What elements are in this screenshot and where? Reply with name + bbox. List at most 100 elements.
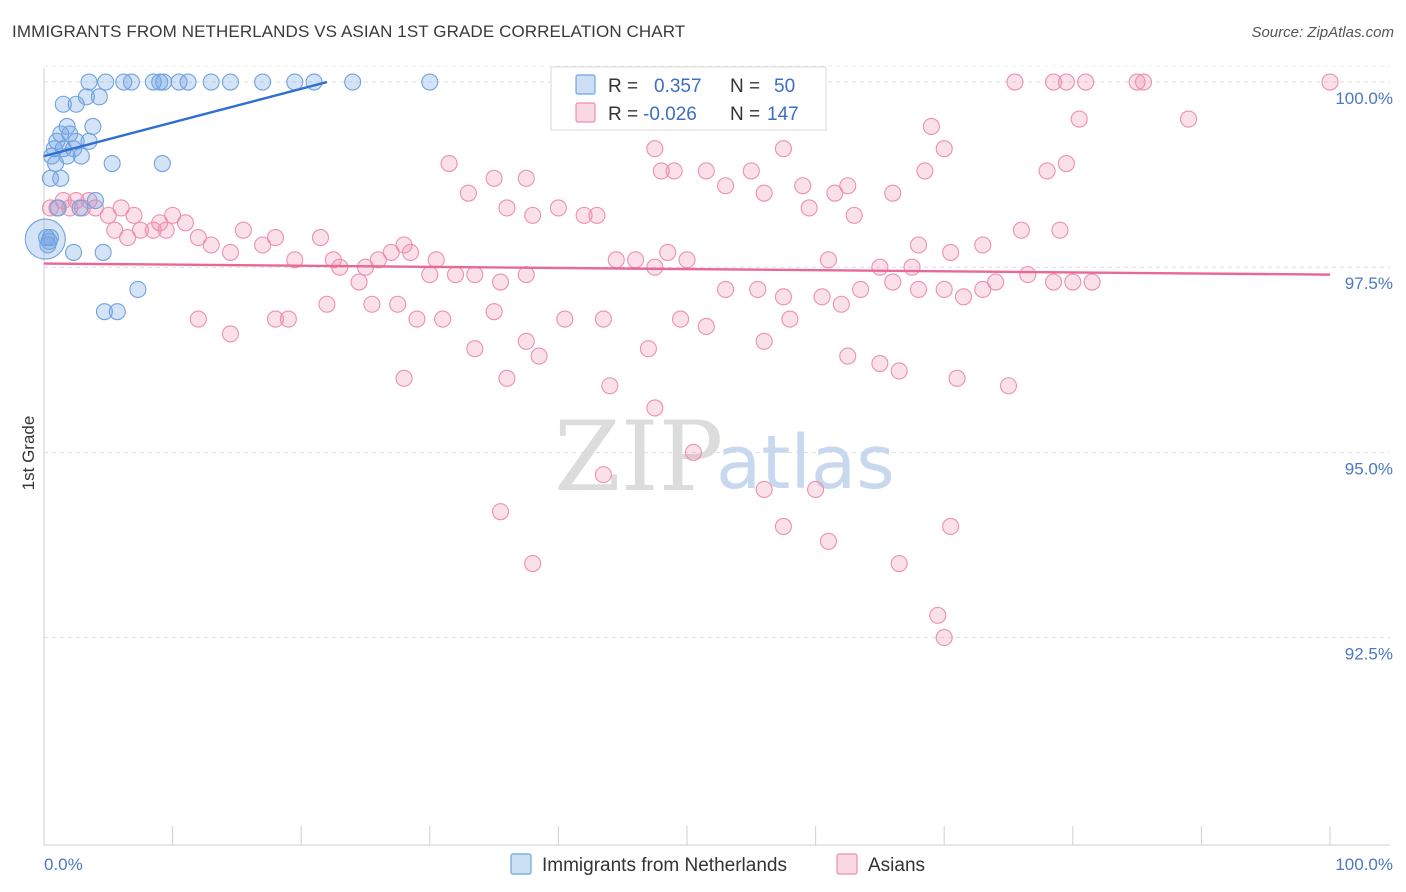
bottom-legend-label-asians: Asians <box>868 855 925 876</box>
asians-point <box>189 229 207 247</box>
asians-point <box>588 206 606 224</box>
asians-point <box>890 362 908 380</box>
asians-point <box>517 332 535 350</box>
asians-point <box>446 266 465 284</box>
asians-point <box>999 377 1018 395</box>
asians-point <box>1057 154 1075 173</box>
netherlands-point <box>77 88 95 106</box>
netherlands-point <box>90 88 108 106</box>
asians-point <box>524 554 542 573</box>
asians-point <box>491 273 510 291</box>
asians-point <box>684 443 702 461</box>
netherlands-point <box>144 73 162 91</box>
asians-point <box>363 295 381 313</box>
asians-point <box>639 340 657 358</box>
trend-lines <box>43 80 1331 276</box>
asians-point <box>755 332 773 350</box>
asians-point <box>427 251 445 269</box>
asians-point <box>440 154 458 173</box>
asians-point <box>119 229 137 247</box>
x-tick-label: 100.0% <box>1335 855 1393 874</box>
asians-point <box>774 140 793 158</box>
asians-point <box>408 310 426 328</box>
asians-point <box>1006 73 1024 91</box>
asians-point <box>369 251 387 269</box>
asians-point <box>697 162 715 180</box>
asians-point <box>549 199 567 217</box>
asians-point <box>884 184 902 202</box>
netherlands-point <box>65 243 83 261</box>
asians-point <box>1128 73 1146 91</box>
asians-point <box>1077 73 1095 91</box>
asians-point <box>652 162 670 180</box>
asians-point <box>852 280 870 298</box>
asians-point <box>839 347 857 365</box>
asians-point <box>459 184 477 202</box>
netherlands-point <box>54 95 72 113</box>
netherlands-point <box>129 280 147 298</box>
legend-box: R = 0.357 N = 50 R = -0.026 N = 147 <box>550 66 827 131</box>
x-tick-labels: 0.0% 100.0% <box>44 855 1393 874</box>
asians-point <box>755 184 773 202</box>
axes <box>43 68 1390 846</box>
asians-point <box>832 295 850 313</box>
legend-r-label-netherlands: R = <box>608 76 638 97</box>
asians-point <box>819 251 838 269</box>
bottom-legend-swatch-asians <box>836 853 858 875</box>
netherlands-point <box>254 73 272 91</box>
netherlands-point <box>155 73 173 91</box>
series-asians <box>41 73 1339 647</box>
asians-point <box>189 310 207 328</box>
asians-point <box>942 243 960 261</box>
netherlands-point <box>52 169 70 187</box>
asians-point <box>530 347 548 365</box>
bottom-legend: Immigrants from Netherlands Asians <box>510 853 925 876</box>
netherlands-point <box>170 73 188 91</box>
netherlands-point <box>71 199 89 217</box>
asians-point <box>607 251 625 269</box>
netherlands-point <box>108 303 126 321</box>
asians-point <box>627 251 645 269</box>
asians-point <box>125 206 143 224</box>
series-netherlands <box>24 73 439 321</box>
asians-point <box>942 517 960 536</box>
asians-point <box>755 480 773 498</box>
asians-point <box>517 266 535 284</box>
asians-point <box>954 288 973 306</box>
asians-point <box>286 251 304 269</box>
asians-point <box>266 310 285 328</box>
asians-point <box>556 310 574 328</box>
y-tick-label: 95.0% <box>1345 459 1393 478</box>
y-tick-label: 92.5% <box>1345 645 1393 664</box>
asians-point <box>524 206 542 224</box>
asians-point <box>1038 162 1056 180</box>
asians-point <box>800 199 818 217</box>
asians-point <box>485 303 503 321</box>
asians-point <box>1083 273 1101 291</box>
asians-point <box>697 317 715 336</box>
asians-point <box>491 503 510 521</box>
asians-point <box>1321 73 1339 91</box>
asians-point <box>131 221 149 239</box>
grid-lines <box>44 65 1390 639</box>
asians-point <box>909 280 928 298</box>
netherlands-point <box>41 169 59 187</box>
asians-point <box>903 258 921 276</box>
asians-point <box>594 466 612 484</box>
asians-point <box>678 251 696 269</box>
legend-r-label-asians: R = <box>608 104 638 125</box>
legend-swatch-netherlands <box>575 74 596 95</box>
netherlands-point <box>344 73 362 91</box>
asians-point <box>749 280 767 298</box>
asians-point <box>819 532 838 550</box>
legend-n-label-asians: N = <box>730 104 760 125</box>
asians-point <box>1044 73 1063 91</box>
asians-point <box>974 280 992 298</box>
asians-point <box>813 288 831 306</box>
asians-point <box>774 517 793 536</box>
asians-point <box>202 236 220 254</box>
asians-point <box>646 258 664 276</box>
asians-point <box>935 629 953 647</box>
asians-point <box>646 399 664 417</box>
asians-point <box>498 199 516 217</box>
